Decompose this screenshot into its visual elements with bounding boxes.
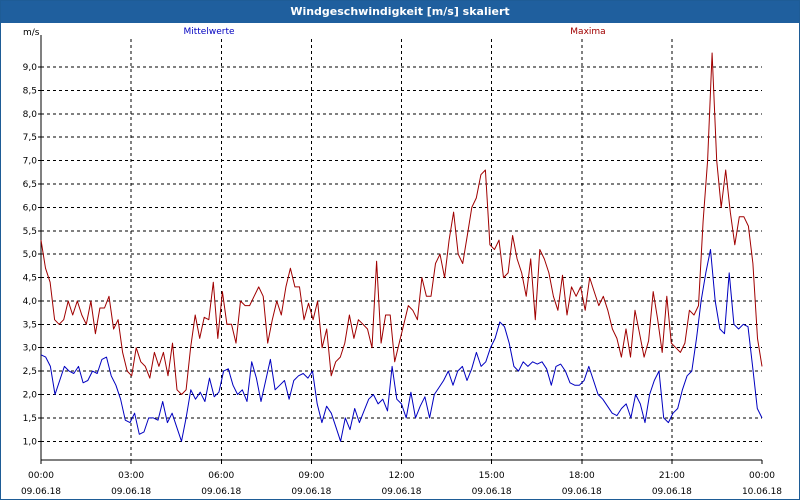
x-tick-time-label: 03:00: [118, 471, 144, 481]
y-tick-label: 2,0: [23, 391, 38, 401]
y-tick-label: 8,5: [23, 86, 37, 96]
y-tick-label: 4,0: [23, 297, 38, 307]
y-tick-label: 8,0: [23, 110, 38, 120]
x-tick-date-label: 09.06.18: [472, 487, 512, 497]
y-axis-unit-label: m/s: [23, 28, 40, 38]
y-tick-label: 1,5: [23, 414, 37, 424]
legend-label-maxima: Maxima: [570, 27, 605, 37]
y-tick-label: 1,0: [23, 437, 38, 447]
legend-label-mittelwerte: Mittelwerte: [183, 27, 234, 37]
y-tick-label: 4,5: [23, 274, 37, 284]
series-line-maxima: [40, 52, 763, 395]
x-tick-date-label: 09.06.18: [111, 487, 151, 497]
x-tick-time-label: 12:00: [389, 471, 415, 481]
x-tick-time-label: 00:00: [749, 471, 775, 481]
series-line-mittelwerte: [40, 249, 763, 442]
x-tick-date-label: 09.06.18: [562, 487, 602, 497]
y-tick-label: 5,0: [23, 250, 38, 260]
x-tick-date-label: 10.06.18: [742, 487, 782, 497]
x-tick-date-label: 09.06.18: [652, 487, 692, 497]
x-tick-time-label: 00:00: [28, 471, 54, 481]
y-tick-label: 3,5: [23, 320, 37, 330]
x-tick-date-label: 09.06.18: [291, 487, 331, 497]
x-tick-date-label: 09.06.18: [201, 487, 241, 497]
x-tick-time-label: 15:00: [479, 471, 505, 481]
y-tick-label: 6,5: [23, 180, 37, 190]
window-title: Windgeschwindigkeit [m/s] skaliert: [1, 1, 799, 23]
y-tick-label: 5,5: [23, 227, 37, 237]
y-tick-label: 9,0: [23, 63, 38, 73]
y-tick-label: 7,0: [23, 157, 38, 167]
y-tick-label: 2,5: [23, 367, 37, 377]
wind-speed-chart: 1,0 1,5 2,0 2,5 3,0 3,5 4,0 4,5 5,0 5,5 6,0 6,5 7,0 7…: [21, 27, 782, 497]
x-tick-date-label: 09.06.18: [21, 487, 61, 497]
x-tick-time-label: 06:00: [208, 471, 234, 481]
x-tick-time-label: 21:00: [659, 471, 685, 481]
y-tick-label: 3,0: [23, 344, 38, 354]
x-tick-time-label: 09:00: [298, 471, 324, 481]
y-tick-label: 6,0: [23, 203, 38, 213]
y-tick-label: 7,5: [23, 133, 37, 143]
x-tick-date-label: 09.06.18: [381, 487, 421, 497]
x-tick-time-label: 18:00: [569, 471, 595, 481]
